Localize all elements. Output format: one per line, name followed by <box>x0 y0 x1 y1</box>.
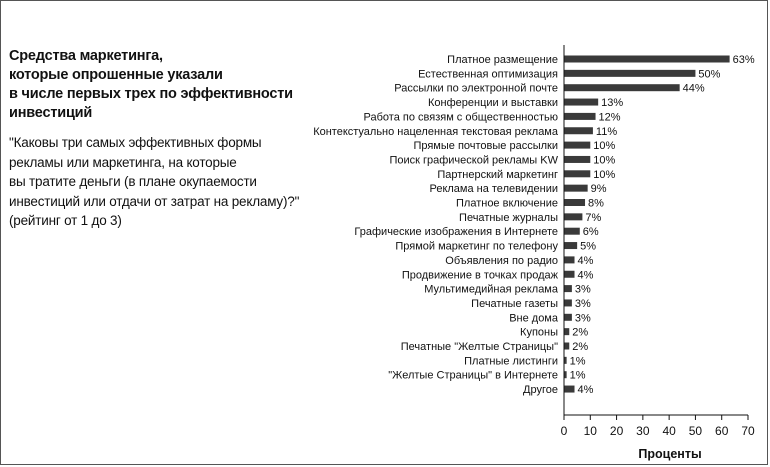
x-axis: 0 10 20 30 40 50 60 70 <box>561 45 755 438</box>
bar <box>564 170 591 178</box>
x-tick-label: 10 <box>584 424 598 438</box>
x-tick-label: 60 <box>715 424 729 438</box>
value-label: 7% <box>585 212 601 224</box>
bar <box>564 213 583 221</box>
bar <box>564 227 580 235</box>
value-label: 11% <box>596 126 617 138</box>
bar <box>564 371 567 379</box>
bar <box>564 98 599 106</box>
category-label: Прямой маркетинг по телефону <box>395 241 558 253</box>
category-label: Поиск графической рекламы KW <box>389 154 558 166</box>
category-label: Печатные журналы <box>459 212 558 224</box>
category-label: Купоны <box>520 327 558 339</box>
x-tick-label: 40 <box>662 424 676 438</box>
category-label: Платное размещение <box>447 54 558 66</box>
bar <box>564 256 575 264</box>
category-label: Вне дома <box>509 312 559 324</box>
bar <box>564 342 570 350</box>
x-tick-label: 0 <box>561 424 568 438</box>
category-label: Партнерский маркетинг <box>437 169 558 181</box>
category-label: Контекстуально нацеленная текстовая рекл… <box>313 126 559 138</box>
x-tick-label: 20 <box>610 424 624 438</box>
category-label: Мультимедийная реклама <box>424 284 559 296</box>
category-label: Конференции и выставки <box>428 97 558 109</box>
value-label: 1% <box>570 370 586 382</box>
value-label: 10% <box>593 154 615 166</box>
value-label: 3% <box>575 298 591 310</box>
value-label: 6% <box>583 226 599 238</box>
category-label: Прямые почтовые рассылки <box>413 140 558 152</box>
category-label: Другое <box>523 384 558 396</box>
value-label: 9% <box>591 183 607 195</box>
value-label: 63% <box>733 54 755 66</box>
bar <box>564 313 572 321</box>
value-labels: 63% 50% 44% 13% 12% 11% 10% 10% 10% 9% 8% 7% 6% 5% 4% 4… <box>570 54 755 396</box>
bar <box>564 270 575 278</box>
bar <box>564 127 593 135</box>
value-label: 8% <box>588 198 604 210</box>
text-panel: Средства маркетинга, которые опрошенные … <box>9 47 349 231</box>
bar <box>564 328 570 336</box>
value-label: 3% <box>575 312 591 324</box>
category-label: Платное включение <box>456 198 558 210</box>
x-tick-label: 70 <box>741 424 755 438</box>
bar <box>564 199 586 206</box>
category-label: Печатные газеты <box>471 298 558 310</box>
bar <box>564 69 696 77</box>
chart-title: Средства маркетинга, которые опрошенные … <box>9 48 293 121</box>
category-label: Продвижение в точках продаж <box>402 269 559 281</box>
value-label: 44% <box>683 83 705 95</box>
value-label: 4% <box>578 384 594 396</box>
category-label: Работа по связям с общественностью <box>364 111 558 123</box>
value-label: 1% <box>570 355 586 367</box>
category-label: Платные листинги <box>464 355 558 367</box>
category-labels: Платное размещение Естественная оптимизац… <box>313 54 559 396</box>
x-axis-title: Проценты <box>638 447 701 461</box>
bar <box>564 55 730 63</box>
category-label: Печатные "Желтые Страницы" <box>401 341 558 353</box>
category-label: "Желтые Страницы" в Интернете <box>388 370 558 382</box>
bar <box>564 285 572 293</box>
category-label: Естественная оптимизация <box>418 68 558 80</box>
bar <box>564 385 575 393</box>
bar <box>564 242 578 250</box>
bar <box>564 299 572 307</box>
bar <box>564 112 596 120</box>
category-label: Объявления по радио <box>445 255 558 267</box>
value-label: 4% <box>578 255 594 267</box>
bar <box>564 184 588 192</box>
value-label: 10% <box>593 140 615 152</box>
value-label: 12% <box>599 111 621 123</box>
bar <box>564 84 680 92</box>
x-tick-label: 50 <box>689 424 703 438</box>
value-label: 10% <box>593 169 615 181</box>
value-label: 5% <box>580 241 596 253</box>
bar <box>564 155 591 163</box>
bar <box>564 141 591 149</box>
value-label: 50% <box>698 68 720 80</box>
survey-question: "Каковы три самых эффективных формы рекл… <box>9 135 300 209</box>
value-label: 2% <box>572 341 588 353</box>
value-label: 4% <box>578 269 594 281</box>
category-label: Реклама на телевидении <box>429 183 558 195</box>
bar <box>564 356 567 364</box>
category-label: Рассылки по электронной почте <box>394 83 558 95</box>
value-label: 2% <box>572 327 588 339</box>
rating-note: (рейтинг от 1 до 3) <box>9 213 122 228</box>
x-tick-label: 30 <box>636 424 650 438</box>
category-label: Графические изображения в Интернете <box>354 226 558 238</box>
value-label: 3% <box>575 284 591 296</box>
bars-layer <box>564 55 730 393</box>
value-label: 13% <box>601 97 623 109</box>
